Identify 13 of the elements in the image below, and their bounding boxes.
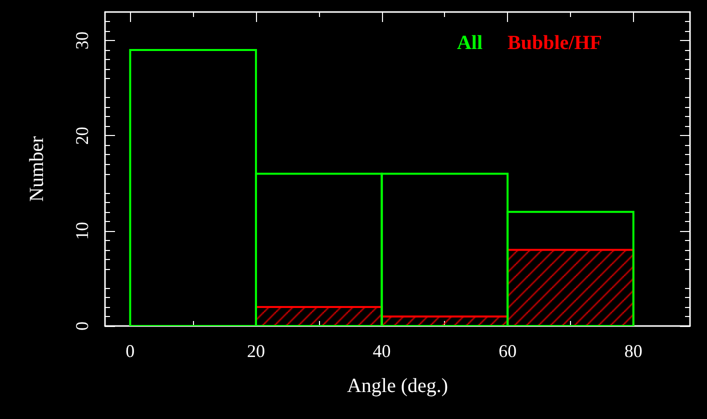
x-tick-label: 80 (624, 341, 642, 361)
y-tick-label: 20 (72, 126, 92, 145)
x-tick-label: 40 (372, 341, 391, 361)
y-axis-title: Number (26, 136, 48, 202)
y-tick-label: 0 (72, 322, 92, 330)
x-tick-label: 60 (498, 341, 517, 361)
x-tick-label: 0 (126, 341, 135, 361)
y-tick-label: 30 (72, 32, 92, 50)
text: Bubble/HF (508, 32, 602, 54)
text: All (456, 32, 483, 54)
x-tick-label: 20 (246, 341, 265, 361)
y-tick-label: 10 (72, 222, 92, 240)
x-axis-title: Angle (deg.) (346, 375, 448, 397)
